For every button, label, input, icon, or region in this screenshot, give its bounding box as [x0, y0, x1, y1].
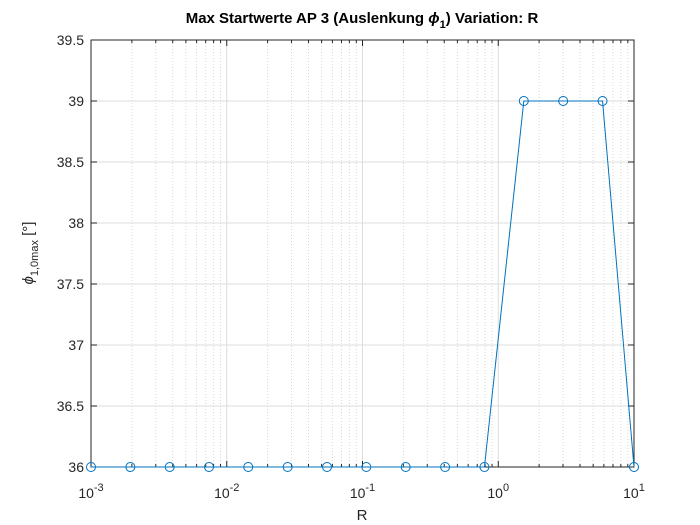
title-phi-subscript: 1 — [440, 19, 446, 31]
y-tick-label: 37.5 — [57, 276, 84, 292]
x-tick-label: 10-3 — [78, 482, 103, 501]
y-tick-label: 37 — [68, 337, 84, 353]
ylabel-subscript: 1,0max — [29, 240, 41, 277]
data-point-marker — [479, 462, 490, 472]
data-point-marker — [361, 462, 372, 472]
x-tick-label: 101 — [623, 482, 645, 501]
data-point-marker — [400, 462, 411, 472]
y-tick-label: 38 — [68, 215, 84, 231]
data-point-marker — [322, 462, 333, 472]
data-point-marker — [125, 462, 136, 472]
data-point-marker — [86, 462, 96, 472]
x-tick-label: 10-1 — [350, 482, 375, 501]
y-tick-label: 36.5 — [57, 398, 84, 414]
x-axis-label: R — [357, 507, 368, 524]
data-point-marker — [440, 462, 451, 472]
title-phi-symbol: ϕ — [428, 10, 439, 27]
y-tick-label: 39.5 — [57, 32, 84, 48]
data-point-marker — [597, 96, 608, 106]
y-tick-label: 39 — [68, 93, 84, 109]
ticks: 10-3 10-2 10-1 100 101 36 36.5 37 37.5 38 38.5 39 39… — [57, 32, 645, 501]
ylabel-unit: [°] — [20, 222, 37, 241]
data-point-marker — [518, 96, 529, 106]
y-tick-label: 36 — [68, 459, 84, 475]
y-tick-label: 38.5 — [57, 154, 84, 170]
series — [86, 96, 639, 472]
ylabel-phi-symbol: ϕ — [20, 276, 37, 284]
data-point-marker — [558, 96, 569, 106]
data-point-marker — [164, 462, 175, 472]
series-line — [91, 100, 635, 468]
y-axis-label: ϕ1,0max [°] — [20, 222, 41, 285]
data-point-marker — [243, 462, 254, 472]
data-point-marker — [203, 462, 214, 472]
data-point-marker — [282, 462, 293, 472]
x-tick-label: 100 — [487, 482, 509, 501]
x-tick-label: 10-2 — [214, 482, 239, 501]
data-point-marker — [629, 462, 639, 472]
chart-title: Max Startwerte AP 3 (Auslenkung ϕ1) Vari… — [186, 10, 539, 31]
